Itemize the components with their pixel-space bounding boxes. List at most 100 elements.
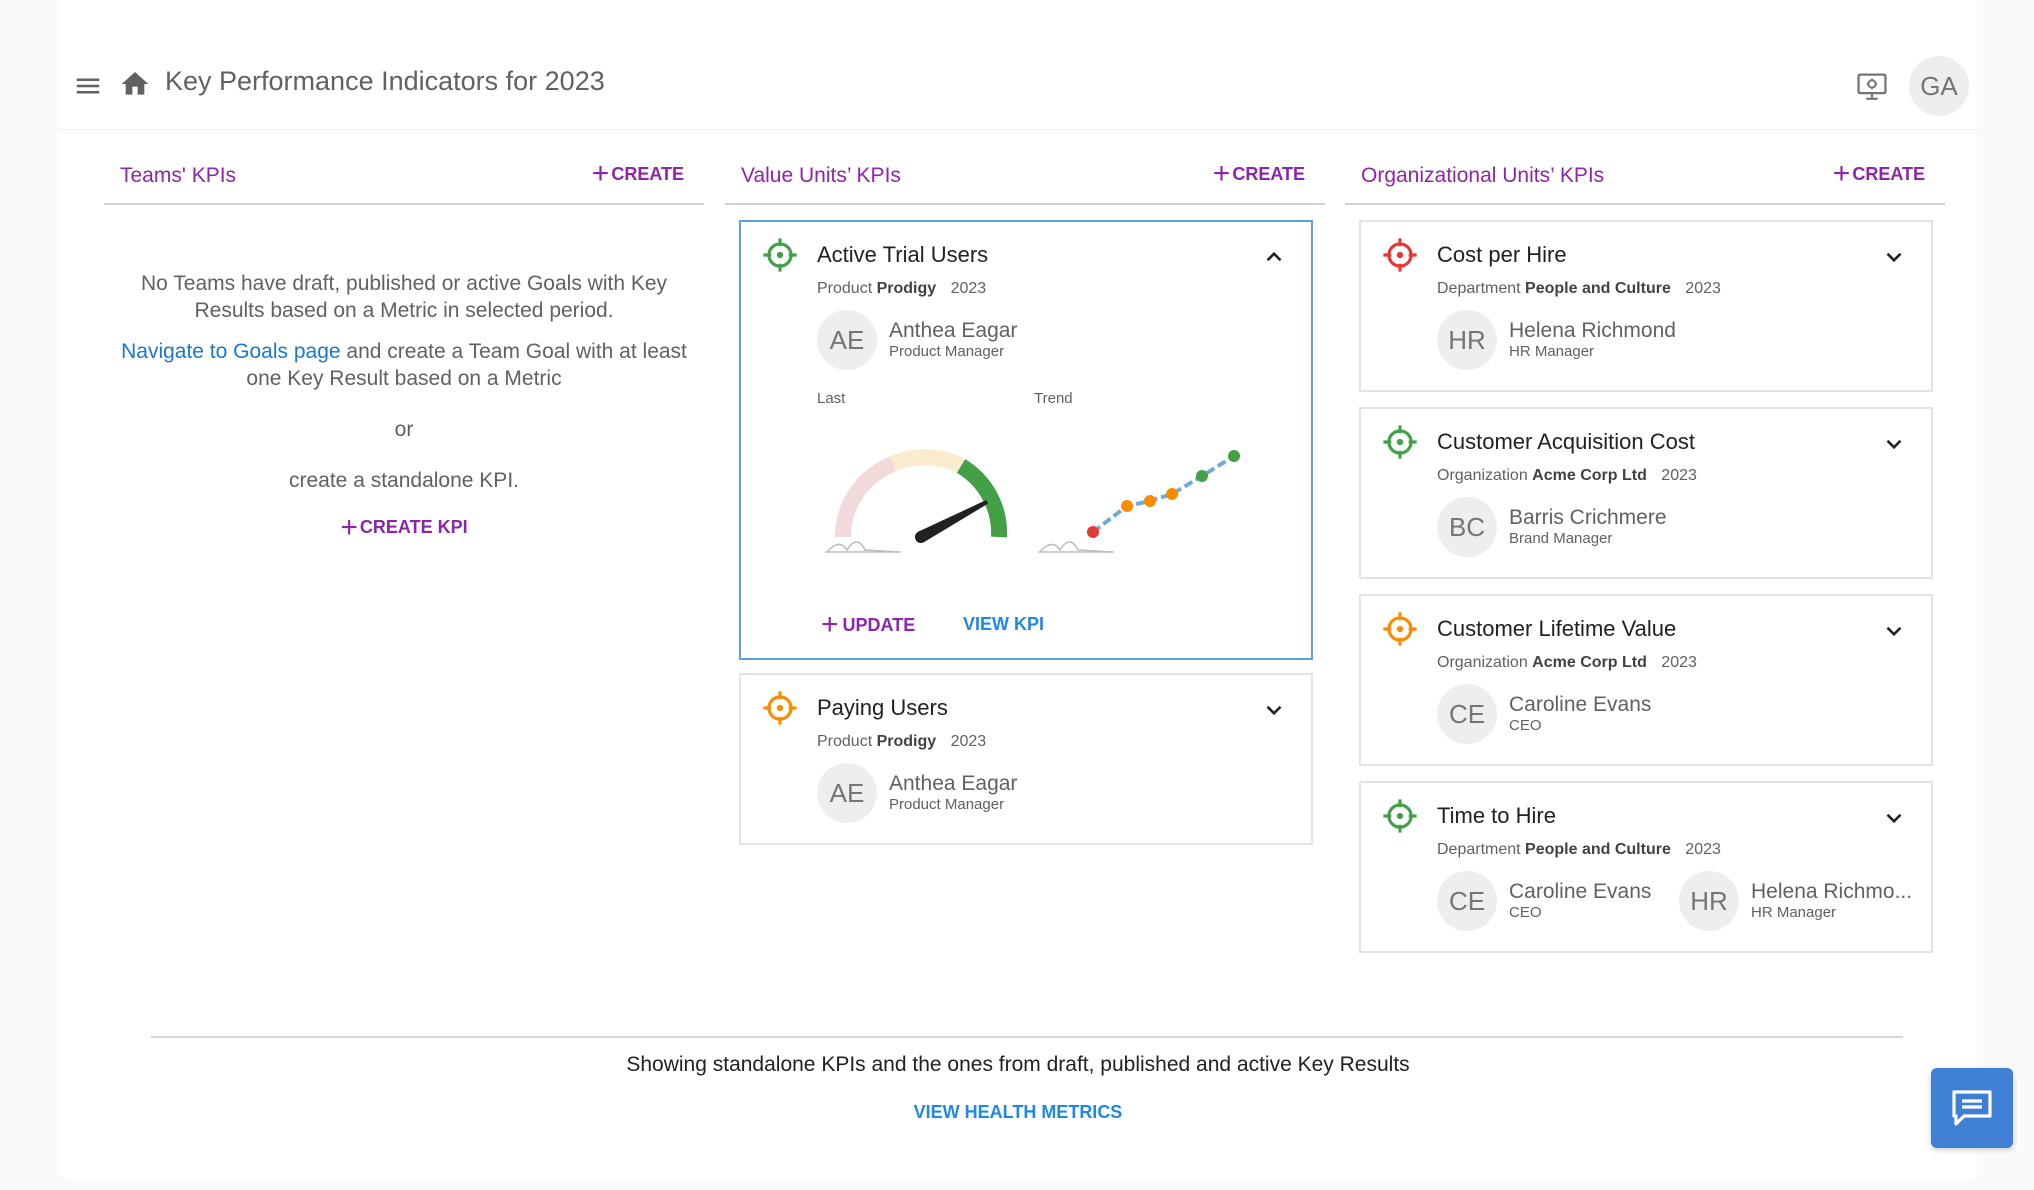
meta-year: 2023 — [950, 280, 987, 297]
avatar: CE — [1437, 684, 1497, 744]
kpi-card-time-to-hire[interactable]: Time to Hire Department People and Cultu… — [1359, 781, 1933, 953]
kpi-owner[interactable]: HR Helena Richmond HR Manager — [1437, 310, 1676, 370]
teams-create-button[interactable]: + CREATE — [592, 159, 684, 189]
meta-name: People and Culture — [1525, 280, 1671, 297]
kpi-owner[interactable]: AE Anthea Eagar Product Manager — [817, 310, 1017, 370]
create-kpi-label: CREATE KPI — [359, 517, 468, 537]
owner-name: Helena Richmond — [1509, 319, 1676, 342]
create-label: CREATE — [1232, 163, 1305, 184]
target-icon — [763, 691, 797, 725]
plus-icon: + — [1832, 157, 1851, 190]
chat-button[interactable] — [1931, 1068, 2013, 1148]
kpi-owner[interactable]: BC Barris Crichmere Brand Manager — [1437, 497, 1667, 557]
kpi-meta: Department People and Culture 2023 — [1437, 841, 1721, 859]
avatar: HR — [1679, 871, 1739, 931]
kpi-meta: Organization Acme Corp Ltd 2023 — [1437, 654, 1697, 672]
chevron-down-icon[interactable] — [1881, 618, 1907, 644]
create-label: CREATE — [1852, 163, 1925, 184]
chevron-down-icon[interactable] — [1881, 244, 1907, 270]
owner-name: Barris Crichmere — [1509, 506, 1667, 529]
trend-point — [1144, 495, 1156, 507]
owner-role: CEO — [1509, 717, 1542, 734]
view-kpi-button[interactable]: VIEW KPI — [963, 614, 1045, 634]
org-units-create-button[interactable]: + CREATE — [1832, 157, 1925, 190]
owner-name: Caroline Evans — [1509, 880, 1652, 903]
plus-icon: + — [1212, 157, 1231, 190]
view-health-metrics-link[interactable]: VIEW HEALTH METRICS — [913, 1102, 1123, 1122]
footer-text: Showing standalone KPIs and the ones fro… — [626, 1053, 1410, 1076]
avatar: AE — [817, 310, 877, 370]
trend-point — [1196, 470, 1208, 482]
chevron-down-icon[interactable] — [1881, 431, 1907, 457]
meta-year: 2023 — [1661, 467, 1697, 484]
owner-role: HR Manager — [1509, 343, 1595, 360]
navigate-message: Navigate to Goals page and create a Team… — [104, 338, 704, 392]
meta-type: Department — [1437, 280, 1521, 297]
create-kpi-button[interactable]: + CREATE KPI — [340, 511, 468, 544]
navigate-rest-text: and create a Team Goal with at least one… — [246, 340, 687, 390]
chat-icon — [1952, 1090, 1992, 1126]
owner-name: Anthea Eagar — [889, 772, 1018, 795]
kpi-card-cost-per-hire[interactable]: Cost per Hire Department People and Cult… — [1359, 220, 1933, 392]
owner-role: CEO — [1509, 904, 1542, 921]
user-avatar[interactable]: GA — [1909, 56, 1969, 116]
kpi-meta: Organization Acme Corp Ltd 2023 — [1437, 467, 1697, 485]
owner-name: Caroline Evans — [1509, 693, 1652, 716]
kpi-title: Cost per Hire — [1437, 242, 1567, 267]
target-icon — [1383, 425, 1417, 459]
target-icon — [1383, 238, 1417, 272]
gauge-needle — [915, 500, 989, 543]
chevron-down-icon[interactable] — [1261, 697, 1287, 723]
owner-name: Anthea Eagar — [889, 319, 1018, 342]
or-text: or — [394, 418, 414, 441]
trend-point — [1228, 450, 1240, 462]
kpi-owner[interactable]: CE Caroline Evans CEO — [1437, 871, 1651, 931]
home-icon[interactable] — [119, 68, 151, 100]
kpi-owner[interactable]: CE Caroline Evans CEO — [1437, 684, 1651, 744]
navigate-to-goals-link[interactable]: Navigate to Goals page — [121, 340, 341, 363]
target-icon — [1383, 612, 1417, 646]
value-units-kpis-title: Value Units’ KPIs — [741, 164, 901, 187]
kpi-title: Customer Acquisition Cost — [1437, 429, 1695, 454]
value-units-create-button[interactable]: + CREATE — [1212, 157, 1305, 190]
owner-role: Brand Manager — [1509, 530, 1613, 547]
teams-empty-state: No Teams have draft, published or active… — [104, 270, 704, 544]
empty-message: No Teams have draft, published or active… — [140, 272, 668, 322]
kpi-meta: Product Prodigy 2023 — [817, 280, 986, 298]
teams-kpis-title: Teams' KPIs — [120, 164, 237, 187]
meta-name: Prodigy — [876, 280, 937, 297]
meta-year: 2023 — [1661, 654, 1697, 671]
last-value-gauge — [825, 449, 1008, 553]
target-icon — [763, 238, 797, 272]
meta-name: People and Culture — [1525, 841, 1671, 858]
kpi-card-paying-users[interactable]: Paying Users Product Prodigy 2023 AE Ant… — [739, 673, 1313, 845]
standalone-text: create a standalone KPI. — [289, 469, 519, 492]
trend-point — [1166, 488, 1178, 500]
kpi-owner[interactable]: AE Anthea Eagar Product Manager — [817, 763, 1017, 823]
presentation-icon[interactable] — [1855, 69, 1889, 103]
chevron-up-icon[interactable] — [1261, 244, 1287, 270]
meta-type: Department — [1437, 841, 1521, 858]
kpi-title: Time to Hire — [1437, 803, 1556, 828]
kpi-title: Paying Users — [817, 695, 948, 720]
meta-year: 2023 — [1685, 280, 1721, 297]
meta-name: Acme Corp Ltd — [1532, 467, 1647, 484]
org-units-kpis-header: Organizational Units’ KPIs + CREATE — [1345, 150, 1945, 205]
meta-year: 2023 — [950, 733, 987, 750]
kpi-card-customer-acquisition-cost[interactable]: Customer Acquisition Cost Organization A… — [1359, 407, 1933, 579]
footer-divider — [151, 1036, 1903, 1038]
kpi-card-customer-lifetime-value[interactable]: Customer Lifetime Value Organization Acm… — [1359, 594, 1933, 766]
menu-icon[interactable] — [73, 71, 103, 101]
plus-icon: + — [821, 608, 839, 641]
kpi-card-active-trial-users[interactable]: Active Trial Users Product Prodigy 2023 … — [739, 220, 1313, 660]
update-button[interactable]: + UPDATE — [821, 608, 915, 642]
meta-year: 2023 — [1685, 841, 1721, 858]
trend-point — [1087, 526, 1099, 538]
chevron-down-icon[interactable] — [1881, 805, 1907, 831]
owner-role: Product Manager — [889, 796, 1005, 813]
kpi-title: Active Trial Users — [817, 242, 989, 267]
kpi-owner[interactable]: HR Helena Richmo... HR Manager — [1679, 871, 1912, 931]
plus-icon: + — [340, 511, 358, 544]
meta-type: Organization — [1437, 467, 1528, 484]
target-icon — [1383, 799, 1417, 833]
